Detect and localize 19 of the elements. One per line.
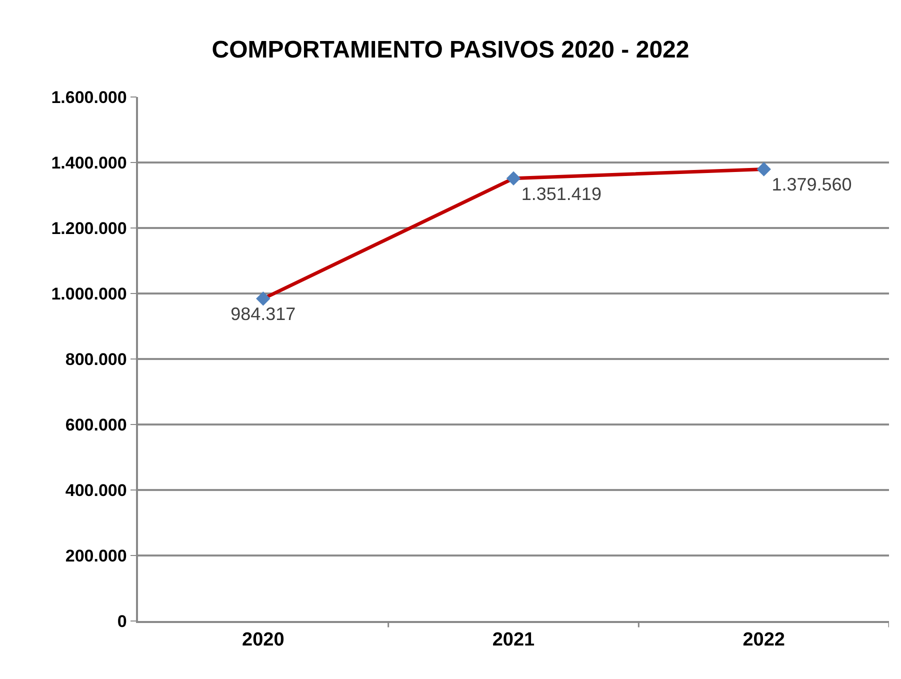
x-tick-label: 2020 [242, 630, 284, 651]
x-tick-label: 2021 [492, 630, 536, 651]
y-tick-label: 1.000.000 [51, 284, 127, 304]
data-label: 1.351.419 [521, 184, 602, 204]
y-tick-label: 1.600.000 [51, 88, 127, 107]
y-tick-label: 600.000 [65, 415, 127, 434]
y-tick-label: 1.200.000 [51, 218, 127, 238]
y-tick-label: 400.000 [65, 480, 127, 500]
y-tick-label: 0 [117, 612, 127, 631]
point [506, 171, 521, 186]
y-tick-label: 1.400.000 [51, 153, 127, 172]
data-label: 984.317 [230, 304, 296, 324]
y-tick-label: 800.000 [65, 350, 127, 369]
x-tick-label: 2022 [742, 630, 785, 651]
point [756, 162, 771, 176]
chart-title: COMPORTAMIENTO PASIVOS 2020 - 2022 [212, 36, 690, 64]
y-tick-label: 200.000 [65, 546, 127, 566]
point [256, 291, 270, 306]
data-label: 1.379.560 [772, 174, 852, 195]
